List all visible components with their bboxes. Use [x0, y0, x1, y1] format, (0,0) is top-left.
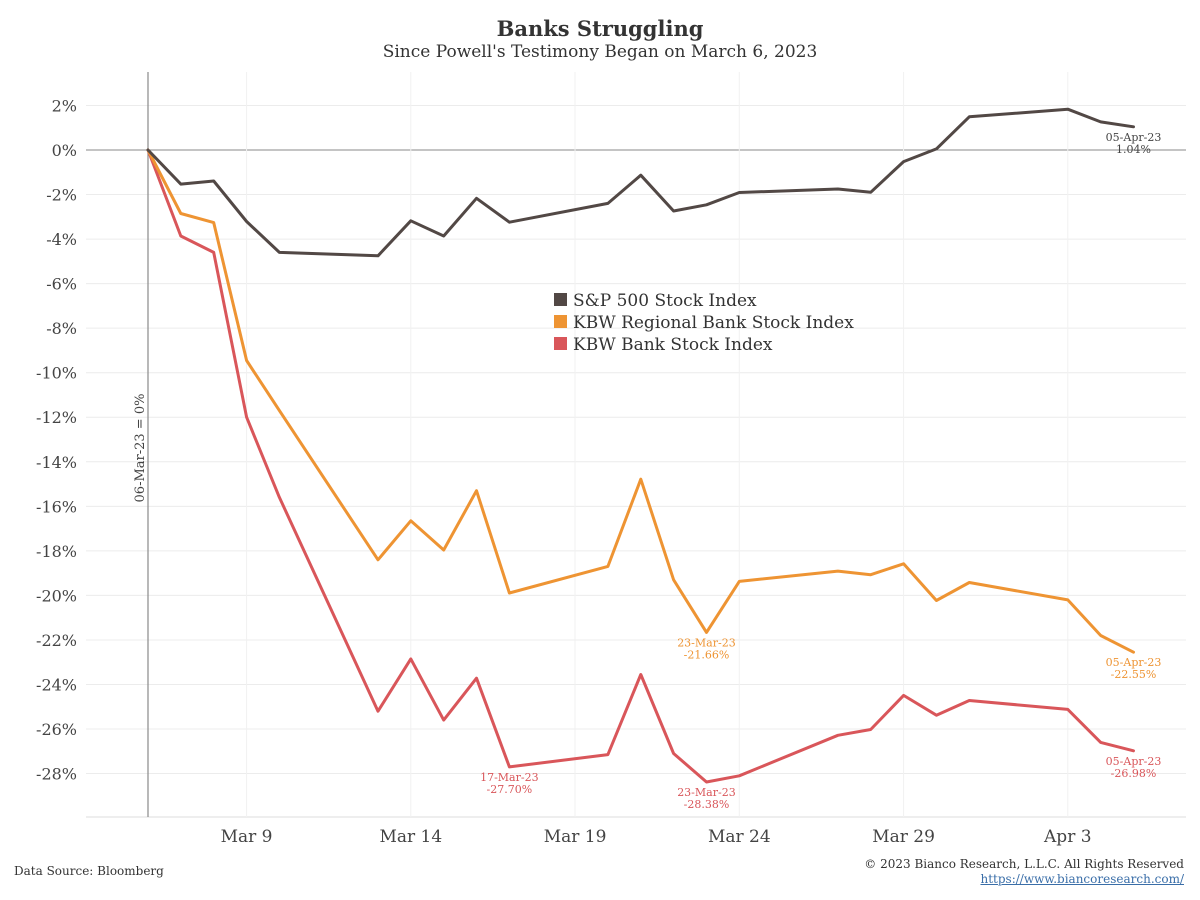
legend-label: KBW Regional Bank Stock Index	[573, 313, 854, 333]
x-tick-label: Mar 24	[708, 827, 771, 847]
series-lines	[146, 107, 1135, 784]
annotation-value: -27.70%	[487, 783, 533, 796]
y-tick-label: -22%	[36, 631, 77, 650]
annotation-date: 05-Apr-23	[1106, 131, 1162, 144]
x-tick-label: Mar 19	[544, 827, 607, 847]
chart-subtitle: Since Powell's Testimony Began on March …	[382, 42, 818, 62]
y-tick-label: -28%	[36, 765, 77, 784]
y-tick-label: -12%	[36, 408, 77, 427]
y-tick-label: -6%	[46, 275, 77, 294]
y-tick-label: -26%	[36, 720, 77, 739]
x-tick-label: Mar 29	[872, 827, 935, 847]
series-line-s-p-500-stock-index	[146, 107, 1135, 258]
annotation-value: 1.04%	[1116, 143, 1151, 156]
y-tick-label: 0%	[52, 141, 77, 160]
reference-line-label: 06-Mar-23 = 0%	[133, 394, 148, 503]
y-tick-label: -4%	[46, 230, 77, 249]
annotations: 05-Apr-231.04%23-Mar-23-21.66%05-Apr-23-…	[480, 131, 1161, 811]
y-tick-label: 2%	[52, 96, 77, 115]
annotation-date: 17-Mar-23	[480, 771, 539, 784]
annotation-date: 05-Apr-23	[1106, 656, 1162, 669]
annotation-date: 05-Apr-23	[1106, 755, 1162, 768]
legend-swatch	[554, 337, 567, 350]
annotation-value: -28.38%	[684, 798, 730, 811]
y-tick-label: -8%	[46, 319, 77, 338]
data-source: Data Source: Bloomberg	[14, 864, 164, 878]
series-line-kbw-bank-stock-index	[146, 148, 1135, 784]
x-tick-label: Mar 9	[221, 827, 273, 847]
annotation-value: -22.55%	[1111, 668, 1157, 681]
annotation-date: 23-Mar-23	[677, 786, 736, 799]
website-link[interactable]: https://www.biancoresearch.com/	[980, 872, 1184, 886]
y-tick-label: -10%	[36, 364, 77, 383]
y-tick-label: -14%	[36, 453, 77, 472]
annotation-value: -26.98%	[1111, 767, 1157, 780]
annotation-date: 23-Mar-23	[677, 636, 736, 649]
annotation-value: -21.66%	[684, 648, 730, 661]
footer-credits: © 2023 Bianco Research, L.L.C. All Right…	[864, 857, 1184, 887]
x-tick-label: Mar 14	[379, 827, 442, 847]
series-line-kbw-regional-bank-stock-index	[146, 148, 1135, 654]
y-tick-label: -16%	[36, 497, 77, 516]
legend-swatch	[554, 293, 567, 306]
y-tick-label: -18%	[36, 542, 77, 561]
axes: 2% 0% -2% -4% -6% -8% -10% -12% -14% -16% -18% -20%…	[36, 72, 1092, 847]
y-tick-label: -24%	[36, 675, 77, 694]
legend-swatch	[554, 315, 567, 328]
legend-label: KBW Bank Stock Index	[573, 335, 773, 355]
x-tick-label: Apr 3	[1043, 827, 1092, 847]
y-tick-label: -2%	[46, 186, 77, 205]
y-tick-label: -20%	[36, 586, 77, 605]
gridlines	[86, 72, 1186, 818]
copyright-text: © 2023 Bianco Research, L.L.C. All Right…	[864, 857, 1184, 871]
chart-title: Banks Struggling	[496, 16, 704, 41]
legend-label: S&P 500 Stock Index	[573, 291, 757, 311]
